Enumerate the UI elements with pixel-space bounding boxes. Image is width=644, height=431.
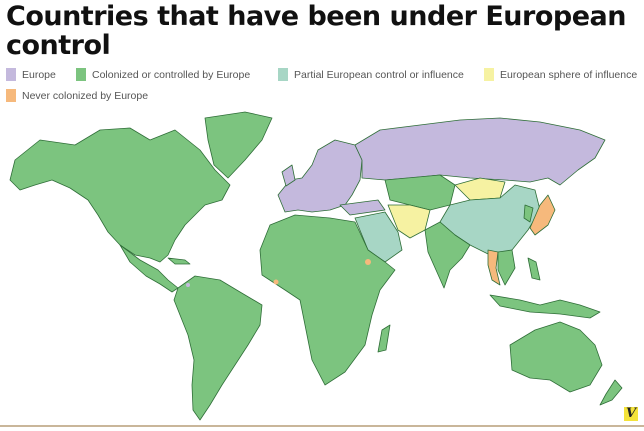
region-mongolia <box>454 177 506 201</box>
world-map <box>9 111 623 421</box>
legend-item-partial: Partial European control or influence <box>278 68 464 81</box>
region-philippines <box>527 257 541 281</box>
region-australia <box>509 321 603 393</box>
map-title: Countries that have been under European … <box>6 1 626 61</box>
region-ethiopia <box>365 259 371 265</box>
region-new-zealand <box>599 379 623 406</box>
region-south-america <box>173 275 263 421</box>
legend-item-colonized: Colonized or controlled by Europe <box>76 68 250 81</box>
bottom-rule <box>0 425 644 427</box>
legend-swatch <box>278 68 288 81</box>
region-japan <box>529 194 556 236</box>
legend-item-europe: Europe <box>6 68 56 81</box>
legend-item-sphere: European sphere of influence <box>484 68 637 81</box>
region-russia <box>354 117 606 186</box>
legend-label: Europe <box>22 68 56 81</box>
legend-swatch <box>6 89 16 102</box>
legend-label: European sphere of influence <box>500 68 638 81</box>
region-turkey <box>339 199 386 216</box>
region-africa <box>259 214 396 386</box>
region-europe <box>277 139 363 213</box>
legend-swatch <box>6 68 16 81</box>
region-french-guiana <box>186 283 190 287</box>
legend-swatch <box>76 68 86 81</box>
region-greenland <box>204 111 273 179</box>
region-central-asia <box>384 174 456 211</box>
region-north-america <box>9 127 231 263</box>
legend-label: Never colonized by Europe <box>22 89 149 102</box>
legend-swatch <box>484 68 494 81</box>
region-caribbean <box>167 257 191 265</box>
vox-logo: V <box>624 406 638 421</box>
legend-label: Partial European control or influence <box>294 68 464 81</box>
region-central-america <box>119 244 179 293</box>
region-korea <box>523 204 534 223</box>
legend-item-never: Never colonized by Europe <box>6 89 148 102</box>
region-liberia <box>273 279 279 285</box>
region-india <box>424 221 471 289</box>
region-indochina <box>497 249 516 286</box>
legend-label: Colonized or controlled by Europe <box>92 68 251 81</box>
region-madagascar <box>377 324 391 353</box>
region-uk <box>281 164 296 187</box>
region-indonesia <box>489 294 601 319</box>
